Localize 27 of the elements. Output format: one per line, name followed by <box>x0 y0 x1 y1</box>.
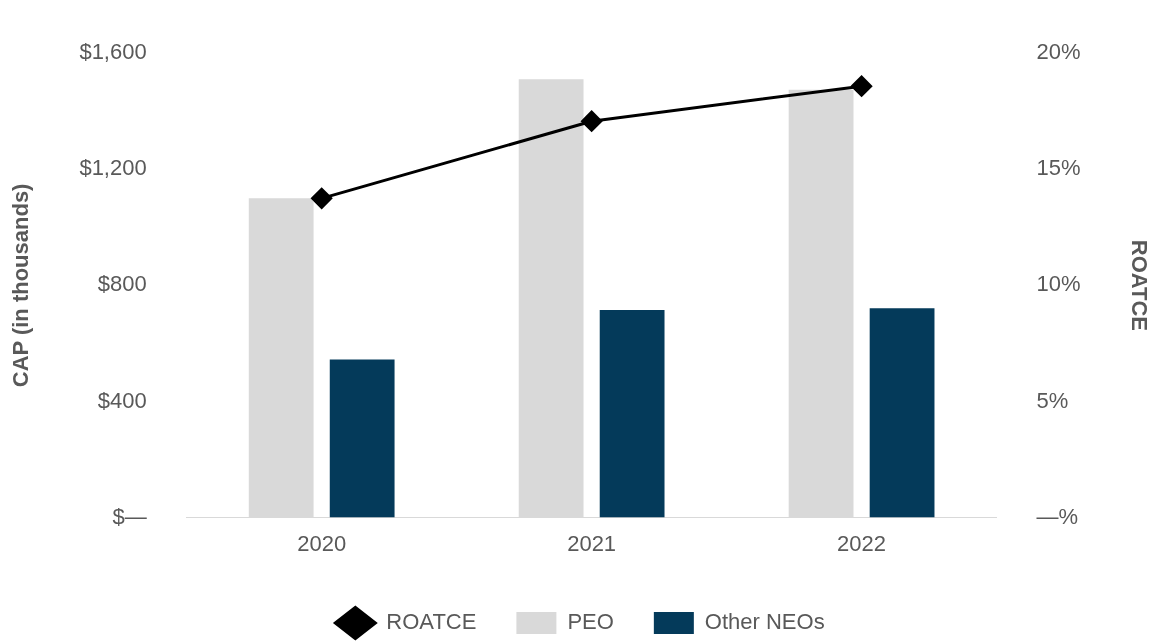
bar <box>869 308 935 518</box>
bar <box>248 198 314 518</box>
y-tick-label: $— <box>112 503 147 529</box>
x-tick-label: 2020 <box>297 530 347 556</box>
bar <box>518 79 584 518</box>
y-axis-title: CAP (in thousands) <box>8 183 34 388</box>
legend-label: PEO <box>567 609 614 635</box>
y-tick-label: $1,600 <box>79 39 147 65</box>
bar <box>599 310 665 518</box>
y2-tick-label: 15% <box>1036 155 1081 181</box>
y-tick-label: $400 <box>97 387 147 413</box>
y2-tick-label: 10% <box>1036 271 1081 297</box>
y-tick-label: $800 <box>97 271 147 297</box>
legend-label: ROATCE <box>386 609 477 635</box>
point <box>851 75 873 97</box>
y-tick-label: $1,200 <box>79 155 147 181</box>
x-tick-label: 2021 <box>567 530 617 556</box>
x-tick-label: 2022 <box>837 530 887 556</box>
bar <box>788 89 854 518</box>
legend-label: Other NEOs <box>704 609 825 635</box>
bar <box>329 359 395 518</box>
point <box>581 110 603 132</box>
y2-tick-label: 20% <box>1036 39 1081 65</box>
y2-axis-title: ROATCE <box>1126 239 1152 332</box>
y2-tick-label: —% <box>1036 503 1079 529</box>
y2-tick-label: 5% <box>1036 387 1069 413</box>
point <box>311 187 333 209</box>
